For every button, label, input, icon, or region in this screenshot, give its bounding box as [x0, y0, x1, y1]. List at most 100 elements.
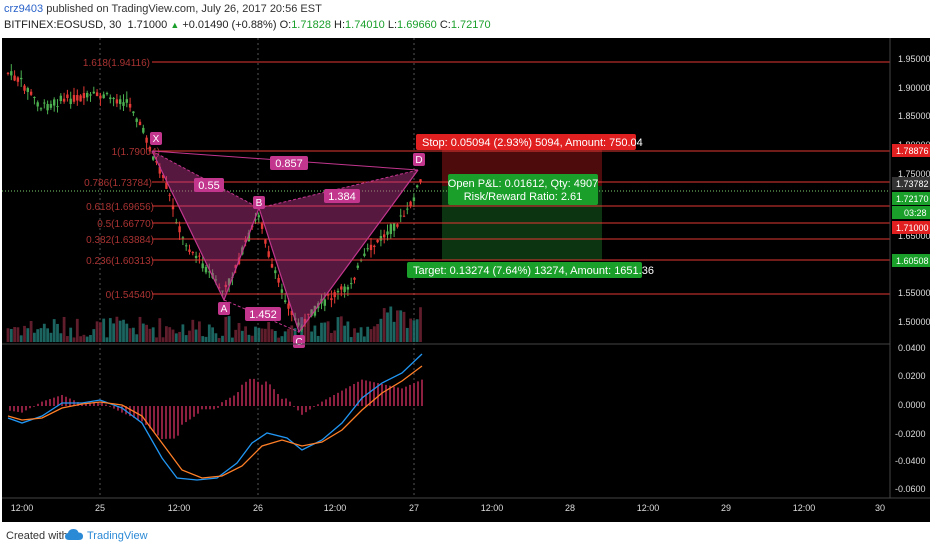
volume-bar	[336, 317, 340, 342]
macd-histogram-bar	[97, 401, 99, 406]
macd-histogram-bar	[29, 406, 31, 409]
candle-body	[303, 318, 307, 324]
volume-bar	[419, 307, 422, 342]
publish-info: crz9403 published on TradingView.com, Ju…	[4, 3, 322, 15]
price-badges: 1.78876 1.73782 1.72170 03:28 1.71000 1.…	[892, 144, 930, 267]
candle-body	[62, 98, 66, 102]
volume-bar	[122, 319, 125, 342]
volume-bar	[201, 336, 205, 342]
candle-body	[257, 215, 260, 218]
macd-tick: 0.0200	[898, 371, 926, 381]
candle-body	[82, 92, 86, 99]
price-tick: 1.55000	[898, 288, 930, 298]
candle-body	[406, 208, 409, 210]
candle-body	[379, 236, 383, 241]
candle-body	[181, 237, 185, 239]
macd-histogram-bar	[185, 406, 187, 423]
macd-histogram-bar	[421, 379, 423, 406]
chart-area[interactable]: 1.618(1.94116) 1(1.79004) 0.786(1.73784)…	[2, 38, 930, 522]
macd-histogram-bar	[93, 402, 95, 406]
tradingview-link[interactable]: TradingView	[87, 530, 148, 542]
countdown-badge: 03:28	[904, 208, 927, 218]
candle-body	[76, 95, 79, 101]
macd-histogram-bar	[197, 406, 199, 414]
pattern-points: X A B C D	[150, 132, 425, 348]
candle-body	[191, 252, 194, 254]
volume-bar	[75, 318, 79, 342]
volume-bar	[303, 319, 307, 342]
candle-body	[152, 156, 155, 160]
macd-histogram-bar	[169, 406, 171, 439]
macd-histogram-bar	[193, 406, 195, 417]
price-tick: 1.95000	[898, 54, 930, 64]
macd-histogram-bar	[221, 402, 223, 406]
close-label: C:	[439, 19, 451, 31]
fib-label: 0.5(1.66770)	[97, 219, 154, 230]
position-labels[interactable]: Stop: 0.05094 (2.93%) 5094, Amount: 750.…	[407, 134, 654, 278]
macd-histogram-bar	[385, 384, 387, 406]
volume-bar	[194, 329, 198, 342]
time-axis[interactable]: 12:00 25 12:00 26 12:00 27 12:00 28 12:0…	[11, 503, 885, 513]
candle-body	[10, 71, 13, 76]
candle-body	[16, 77, 20, 82]
author-link[interactable]: crz9403	[4, 3, 44, 15]
time-tick: 30	[875, 503, 885, 513]
macd-histogram-bar	[381, 384, 383, 406]
close-value: 1.72170	[450, 19, 491, 31]
volume-bar	[128, 328, 132, 342]
candle-body	[330, 298, 333, 301]
candle-body	[95, 92, 99, 97]
candle-body	[247, 232, 251, 242]
target-label: Target: 0.13274 (7.64%) 13274, Amount: 1…	[413, 265, 654, 277]
candle-body	[297, 322, 300, 326]
ratio-xd: 0.857	[275, 158, 303, 170]
candle-body	[369, 244, 373, 251]
stop-price-badge: 1.78876	[896, 146, 929, 156]
candle-body	[234, 265, 237, 269]
volume-bar	[313, 325, 317, 342]
candle-body	[277, 277, 280, 283]
candle-body	[244, 240, 247, 243]
macd-histogram-bar	[81, 403, 83, 406]
candle-body	[310, 309, 313, 316]
volume-bar	[372, 326, 376, 342]
volume-bar	[92, 329, 96, 342]
candle-body	[416, 185, 419, 188]
harmonic-pattern[interactable]	[151, 150, 419, 334]
candle-body	[36, 102, 39, 107]
macd-histogram-bar	[237, 392, 239, 406]
macd-histogram-bar	[201, 406, 203, 410]
macd-histogram	[9, 378, 423, 439]
macd-axis[interactable]: 0.0400 0.0200 0.0000 -0.0200 -0.0400 -0.…	[895, 343, 926, 494]
macd-histogram-bar	[325, 399, 327, 406]
volume-bar	[359, 327, 363, 342]
up-arrow-icon: ▲	[170, 20, 180, 30]
macd-histogram-bar	[245, 381, 247, 406]
macd-histogram-bar	[285, 398, 287, 406]
volume-bar	[369, 329, 373, 342]
volume-bar	[23, 325, 26, 342]
time-tick: 29	[721, 503, 731, 513]
candle-body	[86, 92, 89, 98]
volume-bar	[99, 322, 102, 342]
macd-histogram-bar	[217, 406, 219, 408]
candle-body	[340, 286, 343, 290]
candle-body	[178, 226, 181, 233]
high-value: 1.74010	[345, 19, 385, 31]
volume-bar	[415, 319, 419, 342]
volume-bar	[349, 337, 353, 342]
volume-bar	[382, 308, 386, 342]
macd-histogram-bar	[345, 388, 347, 406]
macd-histogram-bar	[17, 406, 19, 412]
open-label: O:	[279, 19, 292, 31]
macd-histogram-bar	[209, 406, 211, 410]
point-b-label: B	[256, 198, 263, 209]
tradingview-cloud-icon[interactable]	[64, 528, 84, 542]
candle-body	[46, 104, 49, 111]
candle-body	[386, 231, 389, 235]
volume-bar	[207, 324, 211, 342]
volume-bar	[330, 332, 333, 342]
candle-body	[39, 108, 43, 110]
macd-histogram-bar	[161, 406, 163, 439]
current-price-badge: 1.71000	[896, 223, 929, 233]
